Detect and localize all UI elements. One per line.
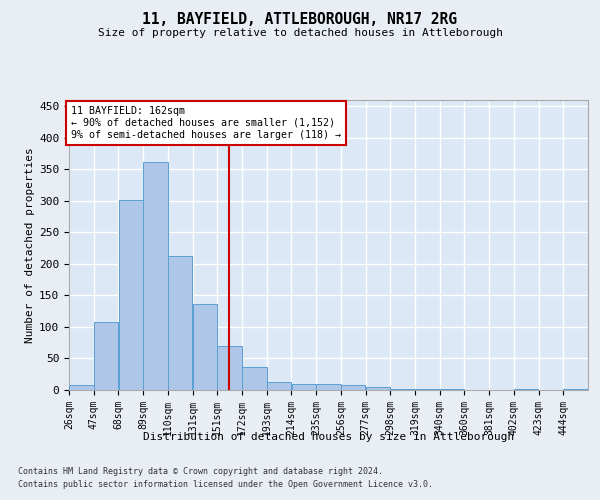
Bar bbox=[341, 385, 365, 390]
Text: Contains HM Land Registry data © Crown copyright and database right 2024.: Contains HM Land Registry data © Crown c… bbox=[18, 468, 383, 476]
Bar bbox=[217, 346, 242, 390]
Text: Size of property relative to detached houses in Attleborough: Size of property relative to detached ho… bbox=[97, 28, 503, 38]
Bar bbox=[94, 322, 118, 390]
Bar bbox=[366, 387, 390, 390]
Bar bbox=[316, 384, 341, 390]
Text: Contains public sector information licensed under the Open Government Licence v3: Contains public sector information licen… bbox=[18, 480, 433, 489]
Bar bbox=[242, 366, 266, 390]
Text: Distribution of detached houses by size in Attleborough: Distribution of detached houses by size … bbox=[143, 432, 514, 442]
Bar bbox=[193, 304, 217, 390]
Bar bbox=[143, 162, 167, 390]
Bar bbox=[69, 385, 94, 390]
Bar bbox=[292, 384, 316, 390]
Bar bbox=[119, 200, 143, 390]
Bar bbox=[168, 256, 193, 390]
Text: 11, BAYFIELD, ATTLEBOROUGH, NR17 2RG: 11, BAYFIELD, ATTLEBOROUGH, NR17 2RG bbox=[143, 12, 458, 28]
Bar bbox=[267, 382, 291, 390]
Y-axis label: Number of detached properties: Number of detached properties bbox=[25, 147, 35, 343]
Text: 11 BAYFIELD: 162sqm
← 90% of detached houses are smaller (1,152)
9% of semi-deta: 11 BAYFIELD: 162sqm ← 90% of detached ho… bbox=[71, 106, 341, 140]
